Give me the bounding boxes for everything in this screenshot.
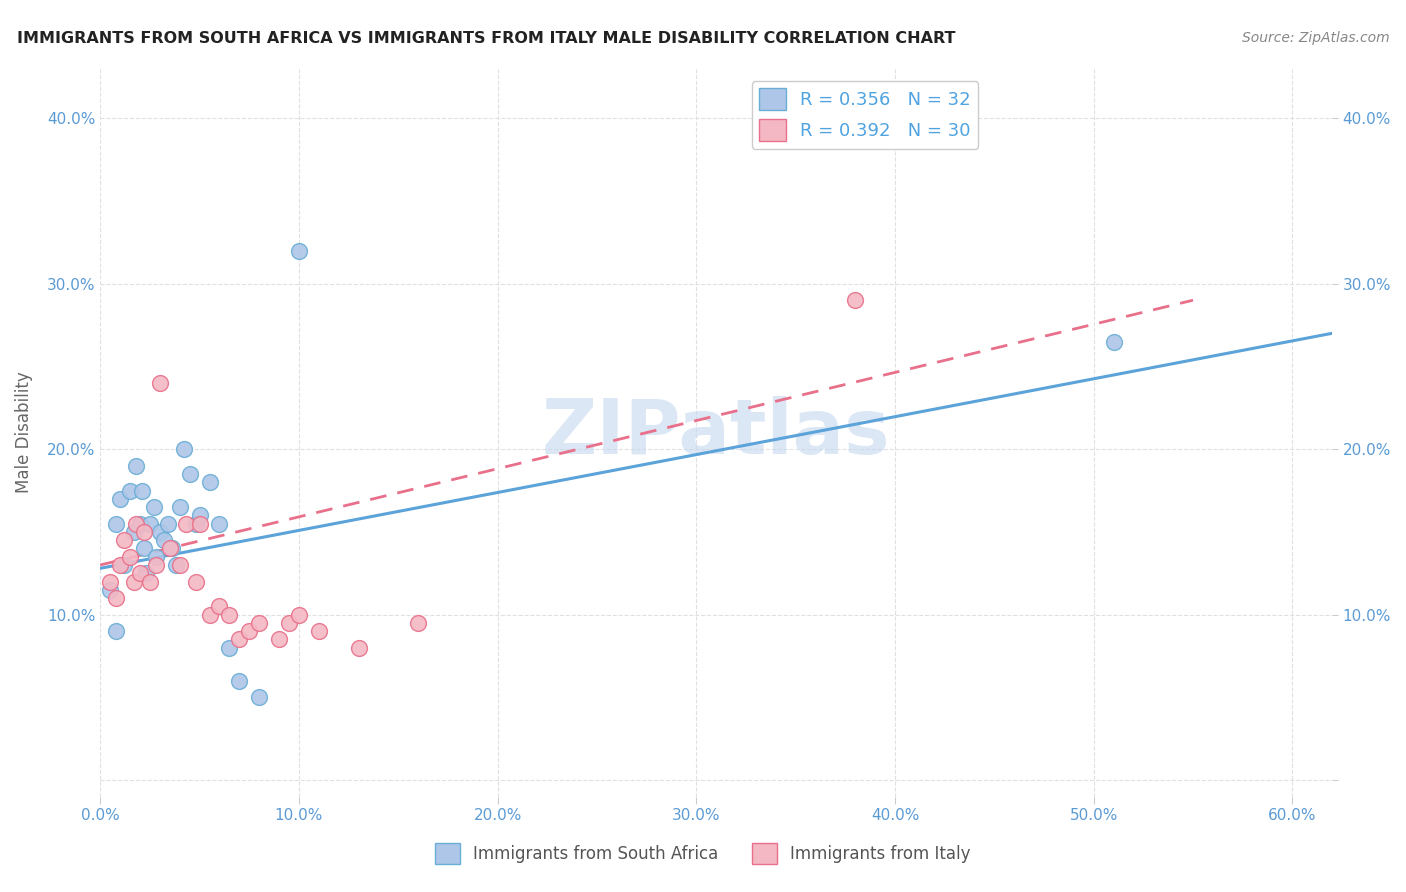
Point <box>247 615 270 630</box>
Point <box>1102 334 1125 349</box>
Point <box>132 524 155 539</box>
Point <box>132 541 155 556</box>
Point <box>218 640 240 655</box>
Point <box>228 673 250 688</box>
Point <box>406 615 429 630</box>
Point <box>188 508 211 523</box>
Text: Source: ZipAtlas.com: Source: ZipAtlas.com <box>1241 31 1389 45</box>
Point <box>139 516 162 531</box>
Point <box>142 500 165 514</box>
Point <box>145 549 167 564</box>
Point <box>131 483 153 498</box>
Point <box>288 607 311 622</box>
Point <box>278 615 301 630</box>
Point <box>347 640 370 655</box>
Point <box>125 516 148 531</box>
Point <box>156 516 179 531</box>
Point <box>267 632 290 647</box>
Point <box>165 558 187 572</box>
Point <box>308 624 330 639</box>
Y-axis label: Male Disability: Male Disability <box>15 372 32 493</box>
Point <box>118 549 141 564</box>
Point <box>149 376 172 390</box>
Point <box>208 599 231 614</box>
Point <box>228 632 250 647</box>
Point <box>159 541 181 556</box>
Point <box>169 558 191 572</box>
Point <box>173 442 195 457</box>
Legend: Immigrants from South Africa, Immigrants from Italy: Immigrants from South Africa, Immigrants… <box>429 837 977 871</box>
Point <box>98 582 121 597</box>
Point <box>129 566 152 581</box>
Point <box>122 524 145 539</box>
Point <box>153 533 176 548</box>
Point <box>105 516 128 531</box>
Point <box>247 690 270 705</box>
Point <box>238 624 260 639</box>
Point <box>844 293 866 308</box>
Point <box>184 516 207 531</box>
Point <box>108 491 131 506</box>
Point <box>188 516 211 531</box>
Point <box>145 558 167 572</box>
Point <box>208 516 231 531</box>
Point <box>149 524 172 539</box>
Point <box>174 516 197 531</box>
Text: ZIPatlas: ZIPatlas <box>541 395 890 469</box>
Point <box>105 591 128 606</box>
Point <box>122 574 145 589</box>
Point <box>139 574 162 589</box>
Point <box>118 483 141 498</box>
Point <box>184 574 207 589</box>
Point <box>129 516 152 531</box>
Legend: R = 0.356   N = 32, R = 0.392   N = 30: R = 0.356 N = 32, R = 0.392 N = 30 <box>752 81 979 149</box>
Point <box>98 574 121 589</box>
Point <box>108 558 131 572</box>
Point <box>288 244 311 258</box>
Point <box>198 607 221 622</box>
Point <box>160 541 183 556</box>
Point <box>112 533 135 548</box>
Point <box>105 624 128 639</box>
Point <box>125 458 148 473</box>
Point <box>179 467 201 481</box>
Point <box>218 607 240 622</box>
Point <box>169 500 191 514</box>
Point <box>135 566 157 581</box>
Text: IMMIGRANTS FROM SOUTH AFRICA VS IMMIGRANTS FROM ITALY MALE DISABILITY CORRELATIO: IMMIGRANTS FROM SOUTH AFRICA VS IMMIGRAN… <box>17 31 955 46</box>
Point <box>198 475 221 490</box>
Point <box>112 558 135 572</box>
